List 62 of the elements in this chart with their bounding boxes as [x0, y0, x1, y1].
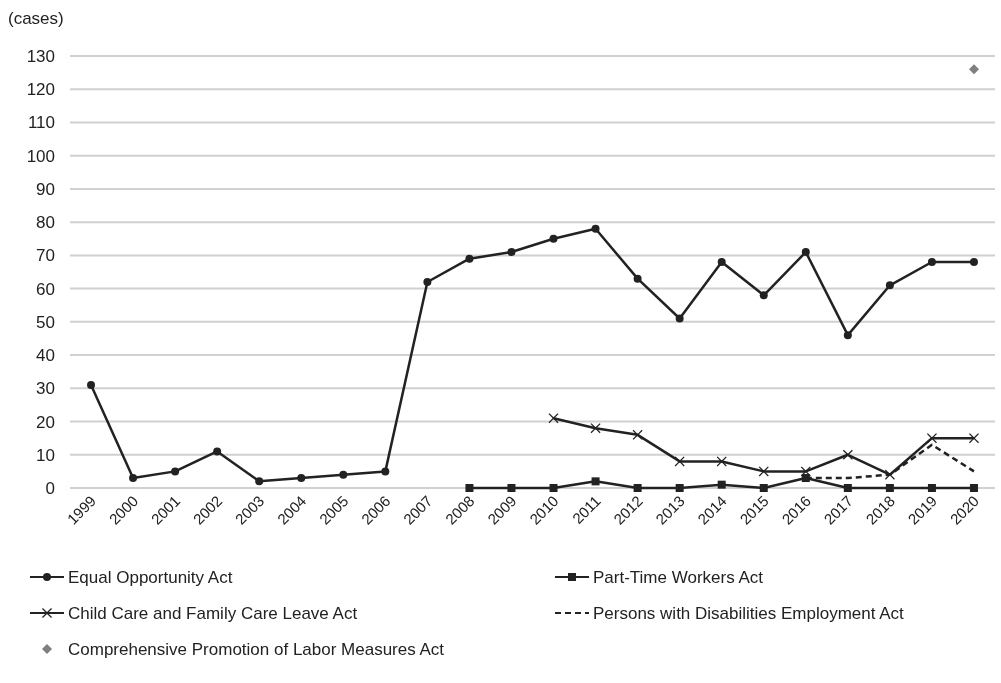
point [507, 248, 516, 257]
point [758, 466, 769, 477]
y-axis-title: (cases) [8, 9, 64, 28]
y-tick-label: 50 [36, 312, 55, 332]
point [633, 274, 642, 283]
point [927, 484, 936, 492]
point [339, 470, 348, 479]
y-tick-label: 120 [26, 80, 55, 100]
y-tick-label: 70 [36, 246, 55, 266]
y-tick-label: 80 [36, 213, 55, 233]
point [843, 484, 852, 492]
point [548, 413, 559, 424]
point [465, 484, 474, 492]
point [969, 258, 978, 267]
legend-label: Child Care and Family Care Leave Act [68, 604, 358, 623]
y-tick-label: 60 [36, 279, 55, 299]
point [255, 477, 264, 486]
point [801, 248, 810, 257]
point [465, 254, 474, 263]
point [716, 456, 727, 467]
point [213, 447, 222, 456]
y-tick-label: 130 [26, 47, 55, 66]
legend-label: Persons with Disabilities Employment Act [593, 604, 905, 623]
legend-label: Part-Time Workers Act [593, 568, 764, 587]
point [632, 429, 643, 440]
point [759, 291, 768, 300]
y-tick-label: 40 [36, 346, 55, 366]
point [633, 484, 642, 492]
point [800, 466, 811, 477]
point [381, 467, 390, 476]
point [87, 380, 96, 389]
point [717, 480, 726, 489]
point [549, 484, 558, 492]
y-tick-label: 0 [45, 479, 55, 498]
legend-label: Equal Opportunity Act [68, 568, 233, 587]
point [549, 234, 558, 243]
point [171, 467, 180, 476]
point [968, 433, 979, 444]
y-tick-label: 100 [26, 146, 55, 166]
y-tick-label: 10 [36, 445, 55, 465]
point [717, 258, 726, 267]
point [591, 224, 600, 233]
point [969, 484, 978, 492]
y-tick-label: 90 [36, 179, 55, 199]
point [591, 477, 600, 486]
point [885, 484, 894, 492]
point [675, 314, 684, 323]
point [759, 484, 768, 492]
point [675, 484, 684, 492]
y-tick-label: 110 [27, 113, 55, 133]
y-tick-label: 30 [36, 379, 55, 399]
legend-label: Comprehensive Promotion of Labor Measures Act [68, 640, 445, 659]
point [423, 277, 432, 286]
point [129, 474, 138, 483]
point [927, 258, 936, 267]
point [297, 474, 306, 483]
point [885, 281, 894, 290]
point [590, 423, 601, 434]
point [968, 64, 979, 75]
y-tick-label: 20 [36, 412, 55, 432]
point [843, 331, 852, 340]
point [507, 484, 516, 492]
